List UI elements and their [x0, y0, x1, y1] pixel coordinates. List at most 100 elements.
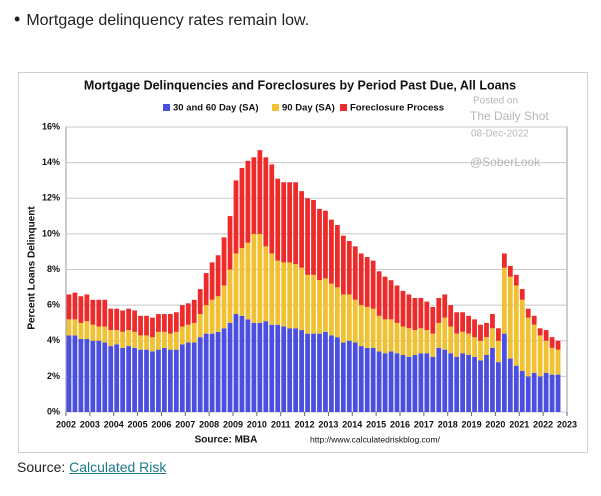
bar-segment — [203, 273, 209, 306]
bar-segment — [543, 340, 549, 373]
bar-segment — [454, 333, 460, 357]
bar-segment — [102, 342, 108, 412]
y-tick-label: 14% — [42, 157, 60, 167]
bar-segment — [281, 262, 287, 327]
bar-segment — [102, 326, 108, 343]
bar-segment — [329, 283, 334, 336]
bar-segment — [269, 164, 275, 254]
bar-segment — [466, 315, 471, 334]
bar-segment — [66, 319, 72, 336]
bar-segment — [436, 322, 442, 348]
bar-segment — [531, 372, 537, 412]
bar-segment — [424, 353, 430, 412]
legend-label: 90 Day (SA) — [282, 103, 335, 114]
y-tick-label: 8% — [47, 264, 60, 274]
bar-segment — [209, 299, 215, 334]
bar-segment — [179, 305, 185, 327]
bar-segment — [132, 347, 137, 412]
bullet: • Mortgage delinquency rates remain low. — [14, 9, 310, 29]
bar-segment — [358, 346, 364, 412]
bar-segment — [233, 253, 239, 315]
bar-segment — [400, 355, 406, 412]
bar-segment — [418, 298, 424, 329]
bar-segment — [299, 267, 304, 331]
bar-segment — [66, 335, 72, 412]
bar-segment — [376, 351, 382, 412]
bar-segment — [150, 337, 155, 352]
bar-segment — [352, 342, 358, 412]
bar-segment — [173, 312, 179, 332]
bar-segment — [346, 294, 352, 341]
bar-segment — [424, 330, 430, 354]
bar-segment — [90, 299, 96, 325]
bar-segment — [239, 315, 245, 412]
bar-segment — [496, 340, 501, 363]
bar-segment — [412, 355, 418, 412]
bar-segment — [144, 335, 149, 350]
bar-segment — [490, 328, 495, 348]
bar-segment — [299, 330, 304, 412]
bar-segment — [132, 331, 137, 348]
bar-segment — [293, 264, 299, 329]
bar-segment — [102, 299, 108, 327]
bar-segment — [263, 157, 269, 247]
bar-segment — [555, 340, 561, 350]
bar-segment — [513, 285, 519, 366]
x-tick-label: 2022 — [533, 419, 553, 429]
bar-segment — [287, 262, 293, 329]
x-tick-label: 2002 — [56, 419, 76, 429]
bar-segment — [209, 333, 215, 412]
bar-segment — [257, 322, 263, 412]
bar-segment — [144, 349, 149, 412]
bar-segment — [90, 324, 96, 341]
x-tick-label: 2019 — [462, 419, 482, 429]
bar-segment — [281, 326, 287, 412]
bar-segment — [227, 322, 233, 412]
bar-segment — [406, 294, 412, 329]
legend-swatch — [340, 104, 347, 111]
bar-segment — [412, 298, 418, 331]
bar-segment — [329, 219, 334, 284]
x-tick-label: 2011 — [271, 419, 291, 429]
bar-segment — [472, 337, 477, 357]
bar-segment — [549, 337, 555, 348]
legend-swatch — [272, 104, 279, 111]
bar-segment — [490, 314, 495, 329]
bar-segment — [513, 365, 519, 412]
bar-segment — [138, 315, 143, 336]
bar-segment — [430, 356, 436, 412]
bar-segment — [156, 349, 161, 412]
bar-segment — [293, 328, 299, 412]
bar-segment — [275, 178, 281, 261]
bar-segment — [275, 324, 281, 412]
bar-segment — [114, 308, 120, 331]
bar-segment — [370, 260, 376, 309]
x-tick-label: 2014 — [342, 419, 362, 429]
bar-segment — [376, 271, 382, 316]
bar-segment — [382, 353, 388, 412]
x-tick-label: 2003 — [80, 419, 100, 429]
bar-segment — [84, 321, 90, 339]
bar-segment — [448, 353, 454, 412]
bar-segment — [221, 237, 227, 286]
bar-segment — [162, 331, 167, 348]
bar-segment — [108, 346, 114, 412]
x-tick-label: 2010 — [247, 419, 267, 429]
bar-segment — [329, 335, 334, 412]
bar-segment — [269, 253, 275, 325]
bar-segment — [269, 324, 275, 412]
x-tick-label: 2021 — [509, 419, 529, 429]
y-tick-label: 16% — [42, 121, 60, 131]
bar-segment — [120, 347, 126, 412]
bar-segment — [382, 319, 388, 354]
bar-segment — [245, 319, 251, 412]
source-link[interactable]: Calculated Risk — [69, 459, 167, 475]
bar-segment — [311, 333, 316, 412]
bar-segment — [299, 191, 304, 268]
y-tick-label: 2% — [47, 371, 60, 381]
bar-segment — [251, 233, 257, 323]
bar-segment — [251, 322, 257, 412]
bar-segment — [251, 157, 257, 234]
bar-segment — [501, 253, 507, 268]
bar-segment — [173, 331, 179, 350]
